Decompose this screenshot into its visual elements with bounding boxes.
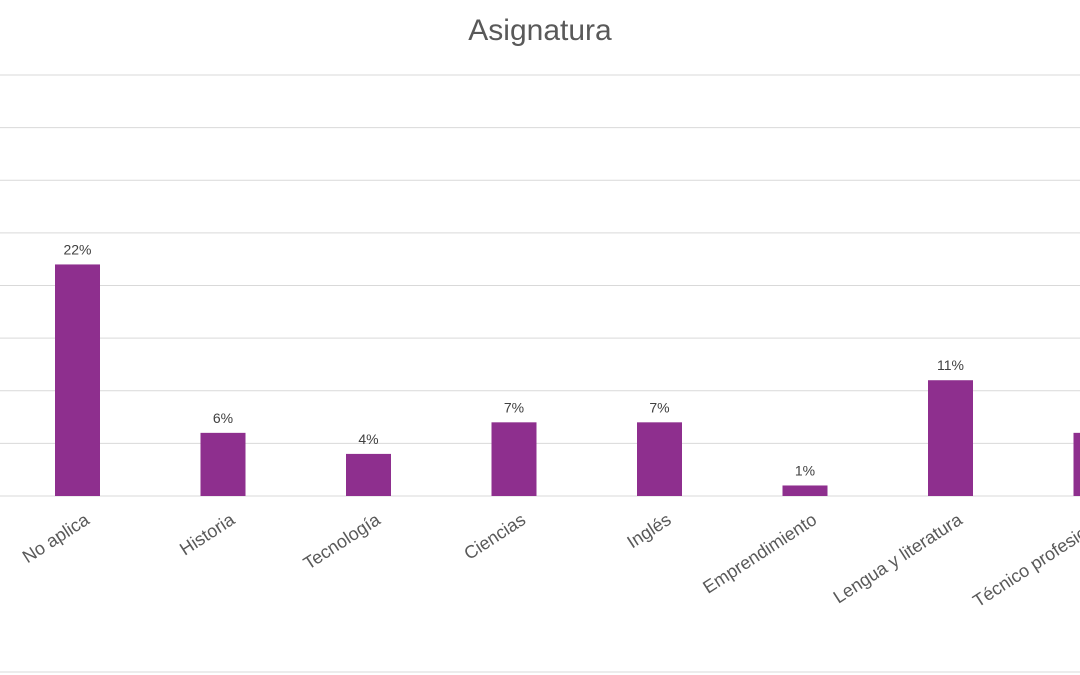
data-label: 4% [358, 431, 378, 447]
data-label: 7% [649, 399, 669, 415]
bar [346, 453, 391, 496]
category-label: Lengua y literatura [830, 509, 967, 608]
category-label: Inglés [623, 509, 674, 552]
gridlines [0, 74, 1080, 673]
bar [637, 422, 682, 496]
category-labels: No aplica Historia Tecnología Ciencias Inglé… [19, 509, 1080, 611]
category-label: Emprendimiento [699, 509, 820, 597]
data-label: 22% [63, 241, 91, 257]
chart-title: Asignatura [468, 14, 612, 47]
bar [928, 380, 973, 496]
bar [200, 432, 246, 496]
bar [782, 485, 828, 496]
data-label: 6% [213, 410, 233, 426]
bars [55, 264, 1080, 496]
bar [491, 422, 537, 496]
data-labels: 22% 6% 4% 7% 7% 1% 11% [63, 241, 964, 478]
data-label: 7% [504, 399, 524, 415]
category-label: Técnico profesional [969, 509, 1080, 611]
data-label: 1% [795, 462, 815, 478]
bar [55, 264, 100, 496]
bar [1073, 432, 1080, 496]
category-label: No aplica [19, 509, 94, 567]
category-label: Historia [176, 509, 239, 560]
category-label: Tecnología [300, 509, 385, 574]
data-label: 11% [937, 357, 964, 373]
category-label: Ciencias [460, 509, 529, 563]
